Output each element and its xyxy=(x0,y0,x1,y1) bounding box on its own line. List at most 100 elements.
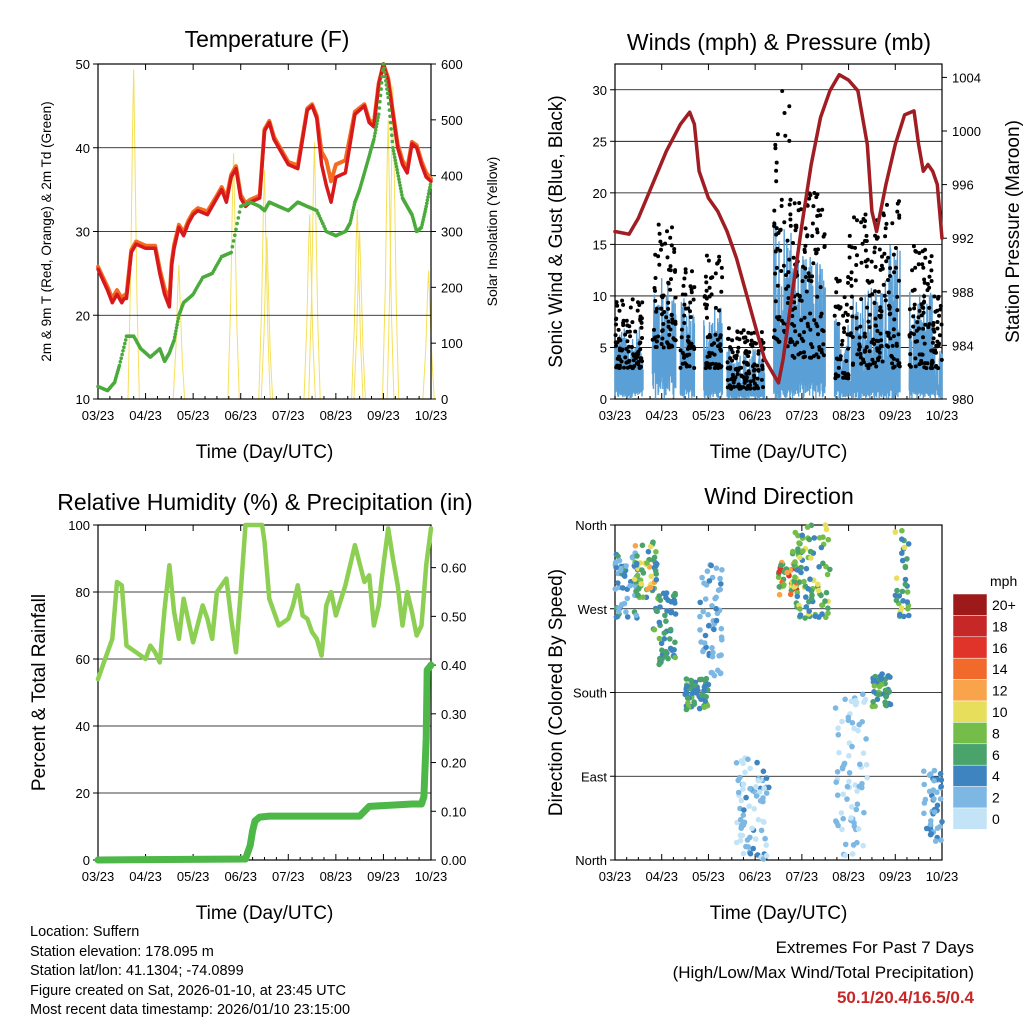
direction-point xyxy=(702,632,709,639)
direction-point xyxy=(672,611,679,617)
gust-point xyxy=(776,231,781,235)
gust-point xyxy=(665,255,670,260)
gust-point xyxy=(661,293,666,298)
direction-point xyxy=(794,593,801,600)
gust-point xyxy=(914,328,919,333)
gust-point xyxy=(682,302,687,307)
direction-point xyxy=(766,784,772,791)
gust-point xyxy=(925,361,930,366)
dewpoint-point xyxy=(427,188,432,193)
gust-point xyxy=(616,327,621,332)
direction-point xyxy=(796,554,803,561)
direction-point xyxy=(853,806,860,813)
gust-point xyxy=(630,297,635,302)
gust-point xyxy=(788,223,793,228)
direction-point xyxy=(892,529,899,535)
gust-point xyxy=(836,357,840,362)
gust-point xyxy=(870,279,875,284)
direction-point xyxy=(639,542,646,549)
direction-point xyxy=(859,780,865,787)
direction-point xyxy=(733,760,740,766)
gust-point xyxy=(915,320,920,325)
y2-tick-label: 100 xyxy=(441,336,463,351)
direction-point xyxy=(833,779,839,785)
direction-point xyxy=(740,822,747,828)
gust-point xyxy=(858,355,863,360)
gust-point xyxy=(845,319,849,323)
gust-point xyxy=(863,334,868,339)
gust-point xyxy=(844,375,849,380)
x-axis-label: Time (Day/UTC) xyxy=(710,903,848,924)
gust-point xyxy=(924,366,929,371)
gust-point xyxy=(888,266,893,271)
direction-point xyxy=(702,698,708,704)
gust-point xyxy=(937,333,942,338)
gust-point xyxy=(878,313,883,318)
gust-point xyxy=(890,361,895,366)
gust-point xyxy=(816,247,820,252)
gust-point xyxy=(736,345,741,350)
direction-point xyxy=(717,670,724,676)
gust-point xyxy=(628,305,633,310)
x-tick-label: 10/23 xyxy=(415,408,448,423)
direction-point xyxy=(672,592,678,598)
gust-point xyxy=(800,279,805,284)
gust-point xyxy=(858,351,863,356)
gust-point xyxy=(921,265,926,270)
wind-trace xyxy=(679,298,696,399)
gust-point xyxy=(815,227,819,232)
gust-point xyxy=(639,325,644,330)
gust-point xyxy=(797,293,802,298)
direction-point xyxy=(806,536,813,543)
legend-label: 6 xyxy=(992,747,1000,763)
direction-point xyxy=(796,579,803,585)
legend-label: 16 xyxy=(992,640,1008,656)
gust-point xyxy=(919,358,924,363)
gust-point xyxy=(774,179,779,184)
direction-point xyxy=(778,562,784,569)
direction-point xyxy=(857,761,863,768)
gust-point xyxy=(816,355,821,360)
gust-point xyxy=(886,290,891,295)
gust-point xyxy=(652,336,657,341)
direction-point xyxy=(931,777,937,784)
gust-point xyxy=(637,303,642,307)
direction-point xyxy=(839,718,845,725)
gust-point xyxy=(908,364,913,369)
gust-point xyxy=(920,262,925,267)
gust-point xyxy=(682,355,686,360)
dewpoint-point xyxy=(389,127,394,131)
dewpoint-point xyxy=(428,185,432,190)
direction-point xyxy=(709,645,715,651)
direction-point xyxy=(651,554,658,561)
direction-point xyxy=(792,574,798,580)
gust-point xyxy=(692,366,697,370)
direction-point xyxy=(684,695,691,701)
dewpoint-point xyxy=(384,79,388,83)
direction-point xyxy=(882,699,888,705)
y2-tick-label: 0.40 xyxy=(441,658,466,673)
y2-tick-label: 400 xyxy=(441,169,463,184)
y2-tick-label: 200 xyxy=(441,280,463,295)
gust-point xyxy=(725,360,730,365)
direction-point xyxy=(704,568,711,574)
direction-point xyxy=(856,721,862,728)
direction-point xyxy=(663,653,669,660)
gust-point xyxy=(772,328,777,333)
gust-point xyxy=(786,284,791,289)
gust-point xyxy=(804,275,808,279)
direction-point xyxy=(849,743,855,750)
gust-point xyxy=(672,250,677,254)
y-axis-label: 2m & 9m T (Red, Orange) & 2m Td (Green) xyxy=(39,101,54,361)
direction-point xyxy=(841,762,847,768)
direction-point xyxy=(705,611,711,618)
direction-point xyxy=(832,705,839,711)
direction-point xyxy=(635,592,641,598)
gust-point xyxy=(868,362,873,367)
gust-point xyxy=(787,257,792,262)
gust-point xyxy=(683,267,688,272)
solar-spike xyxy=(303,214,316,400)
gust-point xyxy=(932,294,937,299)
x-tick-label: 03/23 xyxy=(82,408,115,423)
gust-point xyxy=(656,222,661,227)
